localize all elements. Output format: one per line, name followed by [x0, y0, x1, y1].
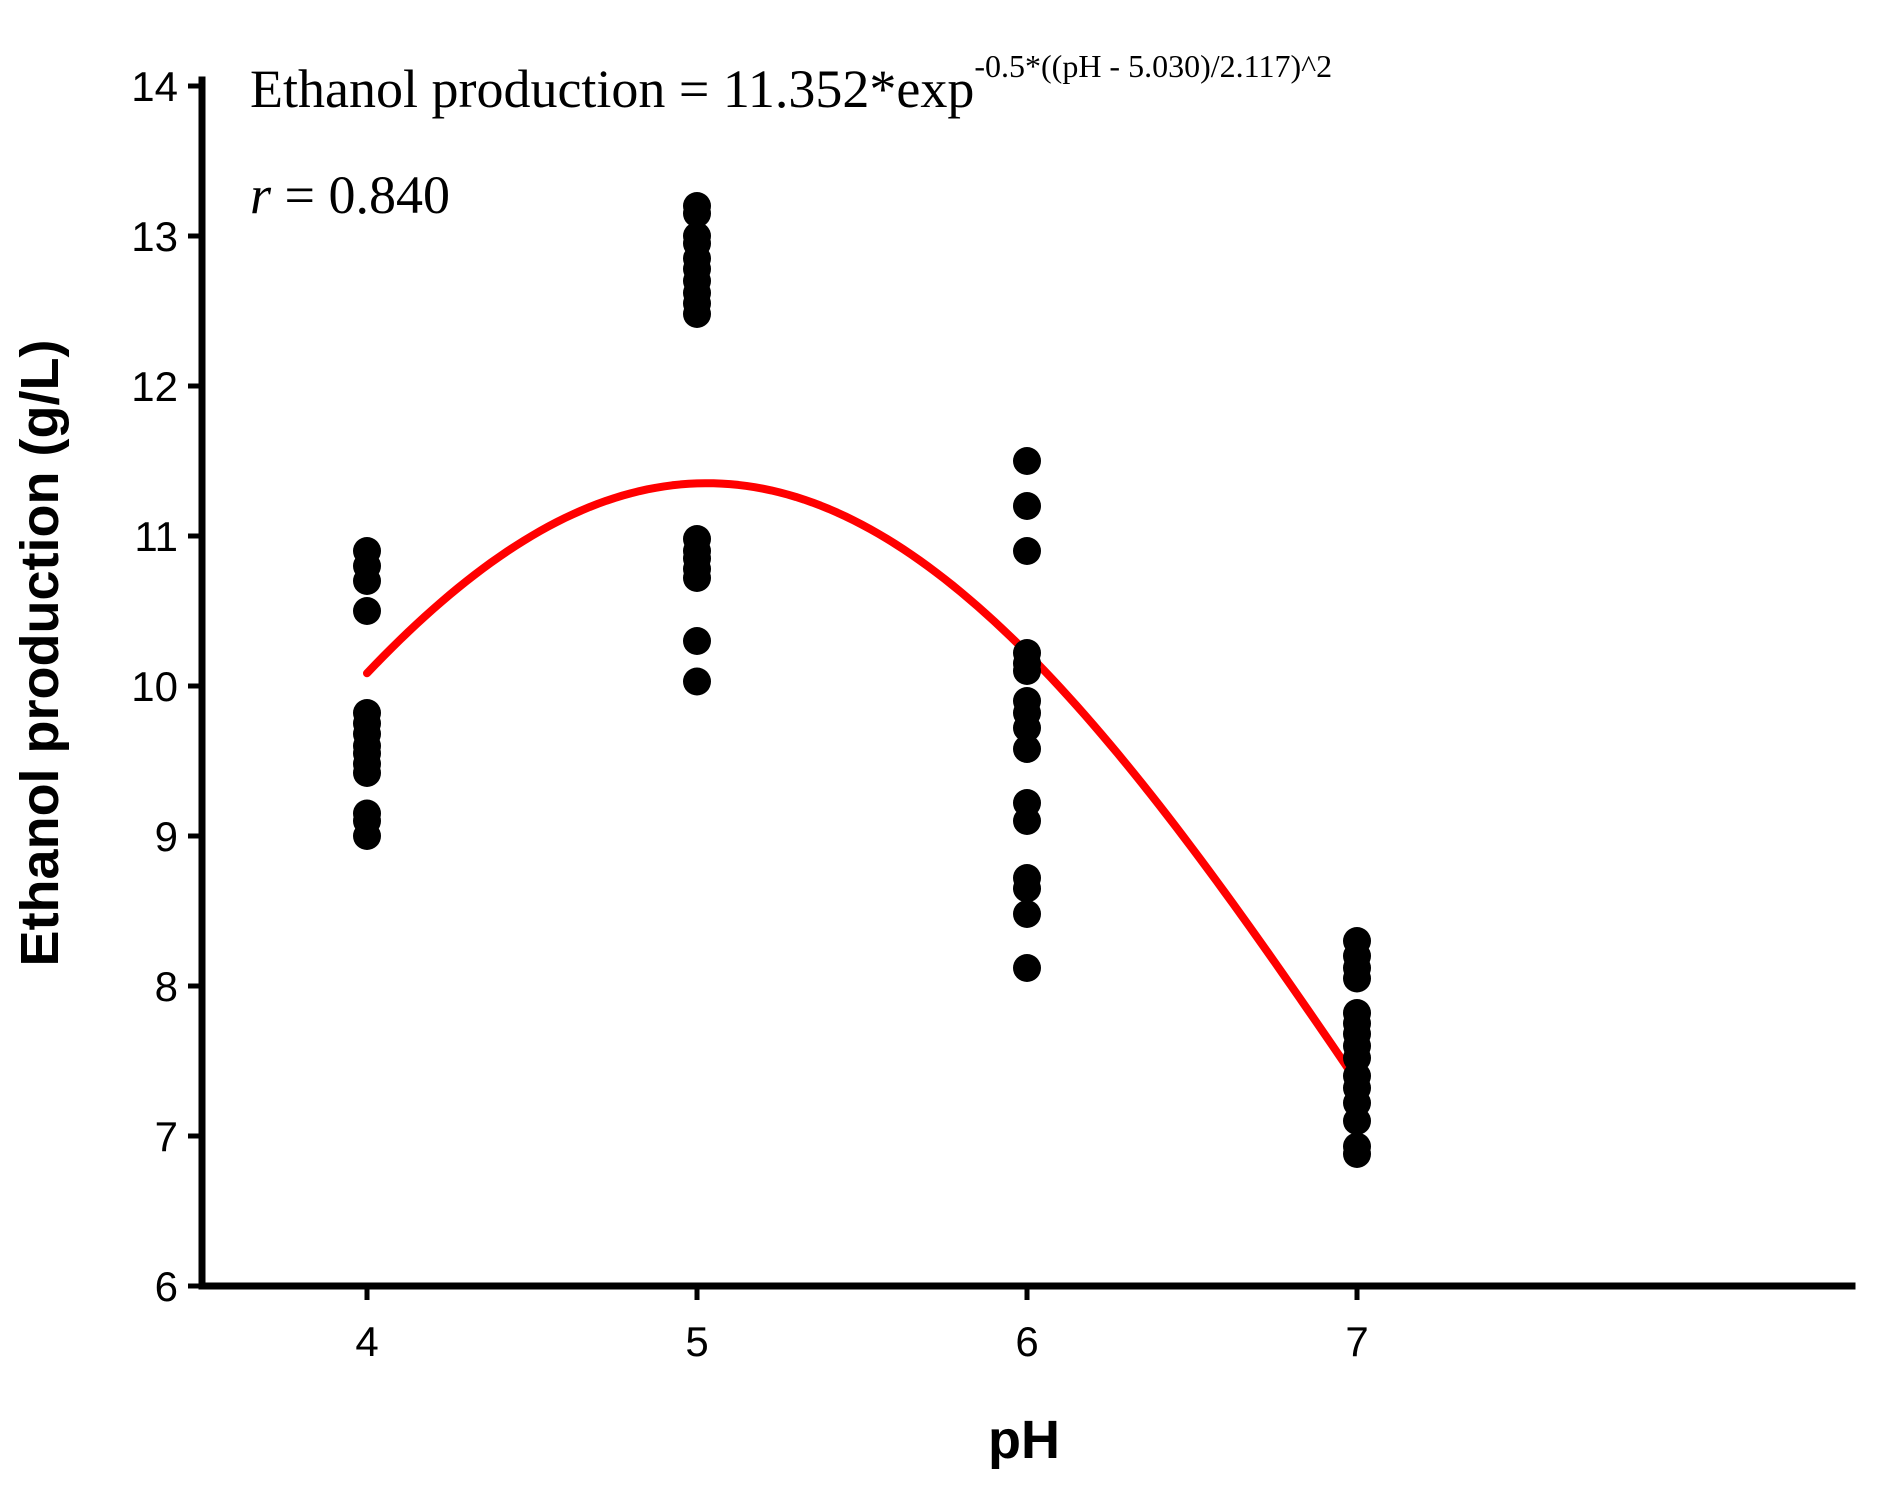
data-point [1013, 447, 1041, 475]
x-tick-label: 7 [1345, 1318, 1368, 1365]
y-tick-label: 9 [155, 813, 178, 860]
y-tick-label: 13 [131, 213, 178, 260]
equation-exponent: -0.5*((pH - 5.030)/2.117)^2 [974, 48, 1332, 84]
x-tick-label: 6 [1015, 1318, 1038, 1365]
x-axis-title: pH [988, 1410, 1060, 1470]
y-tick-label: 12 [131, 363, 178, 410]
data-point [353, 597, 381, 625]
plot-area [353, 192, 1371, 1168]
y-tick-label: 14 [131, 63, 178, 110]
data-points [353, 192, 1371, 1168]
data-point [683, 564, 711, 592]
data-point [1013, 714, 1041, 742]
data-point [1013, 807, 1041, 835]
data-point [1013, 954, 1041, 982]
r-value: = 0.840 [271, 165, 450, 225]
data-point [1013, 735, 1041, 763]
equation-annotation: Ethanol production = 11.352*exp-0.5*((pH… [250, 48, 1332, 119]
y-ticks: 6 7 8 9 10 11 12 13 14 [131, 63, 202, 1310]
data-point [1013, 492, 1041, 520]
x-tick-label: 4 [355, 1318, 378, 1365]
data-point [353, 567, 381, 595]
fit-curve [363, 479, 1361, 1086]
data-point [683, 667, 711, 696]
y-tick-label: 7 [155, 1113, 178, 1160]
y-tick-label: 10 [131, 663, 178, 710]
data-point [683, 199, 711, 228]
equation-main: Ethanol production = 11.352*exp [250, 59, 974, 119]
y-axis-title: Ethanol production (g/L) [10, 340, 70, 967]
x-tick-label: 5 [685, 1318, 708, 1365]
y-tick-label: 8 [155, 963, 178, 1010]
y-tick-label: 11 [134, 513, 178, 560]
data-point [1343, 1140, 1371, 1168]
data-point [1013, 657, 1041, 685]
data-point [1343, 964, 1371, 993]
y-tick-label: 6 [155, 1263, 178, 1310]
data-point [353, 759, 381, 787]
r-symbol: r [250, 165, 272, 225]
data-point [1013, 537, 1041, 565]
data-point [1343, 1107, 1371, 1135]
data-point [353, 822, 381, 850]
data-point [1013, 874, 1041, 903]
correlation-annotation: r = 0.840 [250, 165, 450, 225]
x-ticks: 4 5 6 7 [355, 1286, 1369, 1365]
data-point [683, 627, 711, 655]
data-point [683, 300, 711, 328]
data-point [1013, 900, 1041, 928]
